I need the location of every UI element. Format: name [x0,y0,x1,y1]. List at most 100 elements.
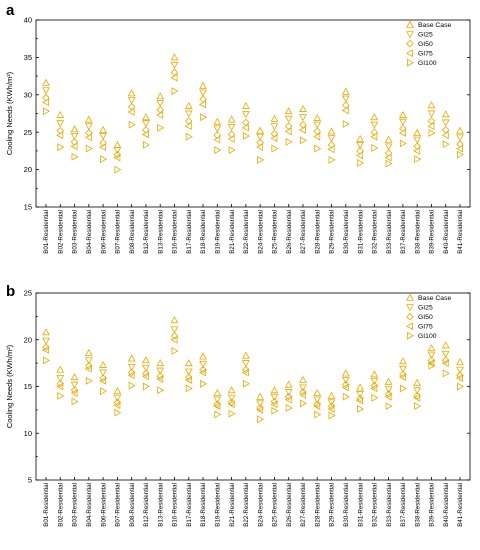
legend-marker [406,312,414,321]
panel-b-category-label: B28-Residential [314,483,321,527]
data-point [256,133,265,141]
data-point [142,369,150,378]
data-point [127,97,136,105]
legend-marker [405,49,413,58]
data-point [327,135,336,143]
data-point [170,335,178,344]
panel-b-category-label: B30-Residential [343,483,350,527]
panel-b-category-label: B08-Residential [129,483,136,527]
data-point [56,379,65,388]
data-point [298,126,306,134]
data-point [242,132,250,140]
data-point [341,369,350,377]
data-point [313,396,322,404]
data-point [113,394,122,402]
data-point [113,401,121,410]
data-point [56,375,65,383]
panel-b-category-label: B24-Residential [257,483,264,527]
data-point [42,87,50,95]
legend-entry: Base Case [418,295,451,302]
data-point [427,110,436,118]
data-point [184,373,193,381]
panel-b-category-label: B32-Residential [372,483,379,527]
data-point [71,153,79,161]
data-point [70,142,78,151]
data-point [156,100,165,108]
data-point [442,369,450,378]
data-point [56,126,65,135]
data-point [399,139,407,148]
data-point [285,404,293,412]
data-point [99,143,107,152]
data-point [456,140,464,148]
panel-b-category-label: B04-Residential [86,483,93,527]
panel-a-category-label: B28-Residential [314,210,321,254]
data-point [399,110,407,118]
data-point [299,104,307,112]
data-point [170,326,179,334]
data-point [284,127,292,136]
data-point [328,411,336,420]
data-point [199,365,207,374]
panel-a-series-gi25 [42,61,464,155]
data-point [384,149,393,157]
data-point [113,398,122,407]
data-point [241,360,250,368]
data-point [284,389,293,397]
data-point [99,138,107,147]
data-point [341,376,350,384]
data-point [42,94,50,102]
panel-a-category-label: B13-Residential [157,210,164,254]
data-point [284,107,293,115]
panel-b-series-gi75 [41,335,463,414]
data-point [199,352,207,360]
panel-b-category-label: B40-Residential [443,483,450,527]
data-point [171,347,179,355]
data-point [241,368,249,377]
panel-a-category-label: B24-Residential [257,210,264,254]
panel-b-y-axis-label: Cooling Needs (KWh/m²) [5,344,14,428]
legend-entry: Base Case [418,22,451,29]
panel-a-category-label: B21-Residential [229,210,236,254]
legend-entry: GI25 [418,32,433,39]
data-point [284,393,293,401]
data-point [327,141,336,149]
data-point [441,341,450,349]
panel-a-category-label: B38-Residential [414,210,421,254]
panel-a-category-label: B19-Residential [215,210,222,254]
legend-marker [407,331,415,340]
panel-a-ytick-label: 20 [24,165,32,174]
data-point [242,365,250,374]
panel-b-category-label: B33-Residential [386,483,393,527]
data-point [328,155,336,164]
data-point [398,129,406,137]
panel-a-category-label: B26-Residential [286,210,293,254]
panel-b-category-label: B13-Residential [157,483,164,527]
data-point [313,121,322,129]
data-point [256,392,265,400]
data-point [84,357,93,365]
data-point [399,357,407,365]
data-point [384,390,393,398]
data-point [227,394,236,402]
data-point [84,364,92,373]
data-point [456,358,464,366]
legend-entry: GI25 [418,305,433,312]
data-point [370,381,379,390]
legend-entry: GI75 [418,324,433,331]
data-point [313,132,321,141]
data-point [228,409,236,418]
data-point [284,395,292,404]
data-point [42,337,50,345]
data-point [356,391,364,399]
panel-b-plot-frame [35,292,471,481]
data-point [270,386,279,394]
data-point [384,392,392,401]
data-point [398,373,406,382]
data-point [285,138,293,146]
data-point [213,131,222,139]
data-point [42,78,50,86]
data-point [428,129,436,137]
panel-a-category-label: B27-Residential [300,210,307,254]
